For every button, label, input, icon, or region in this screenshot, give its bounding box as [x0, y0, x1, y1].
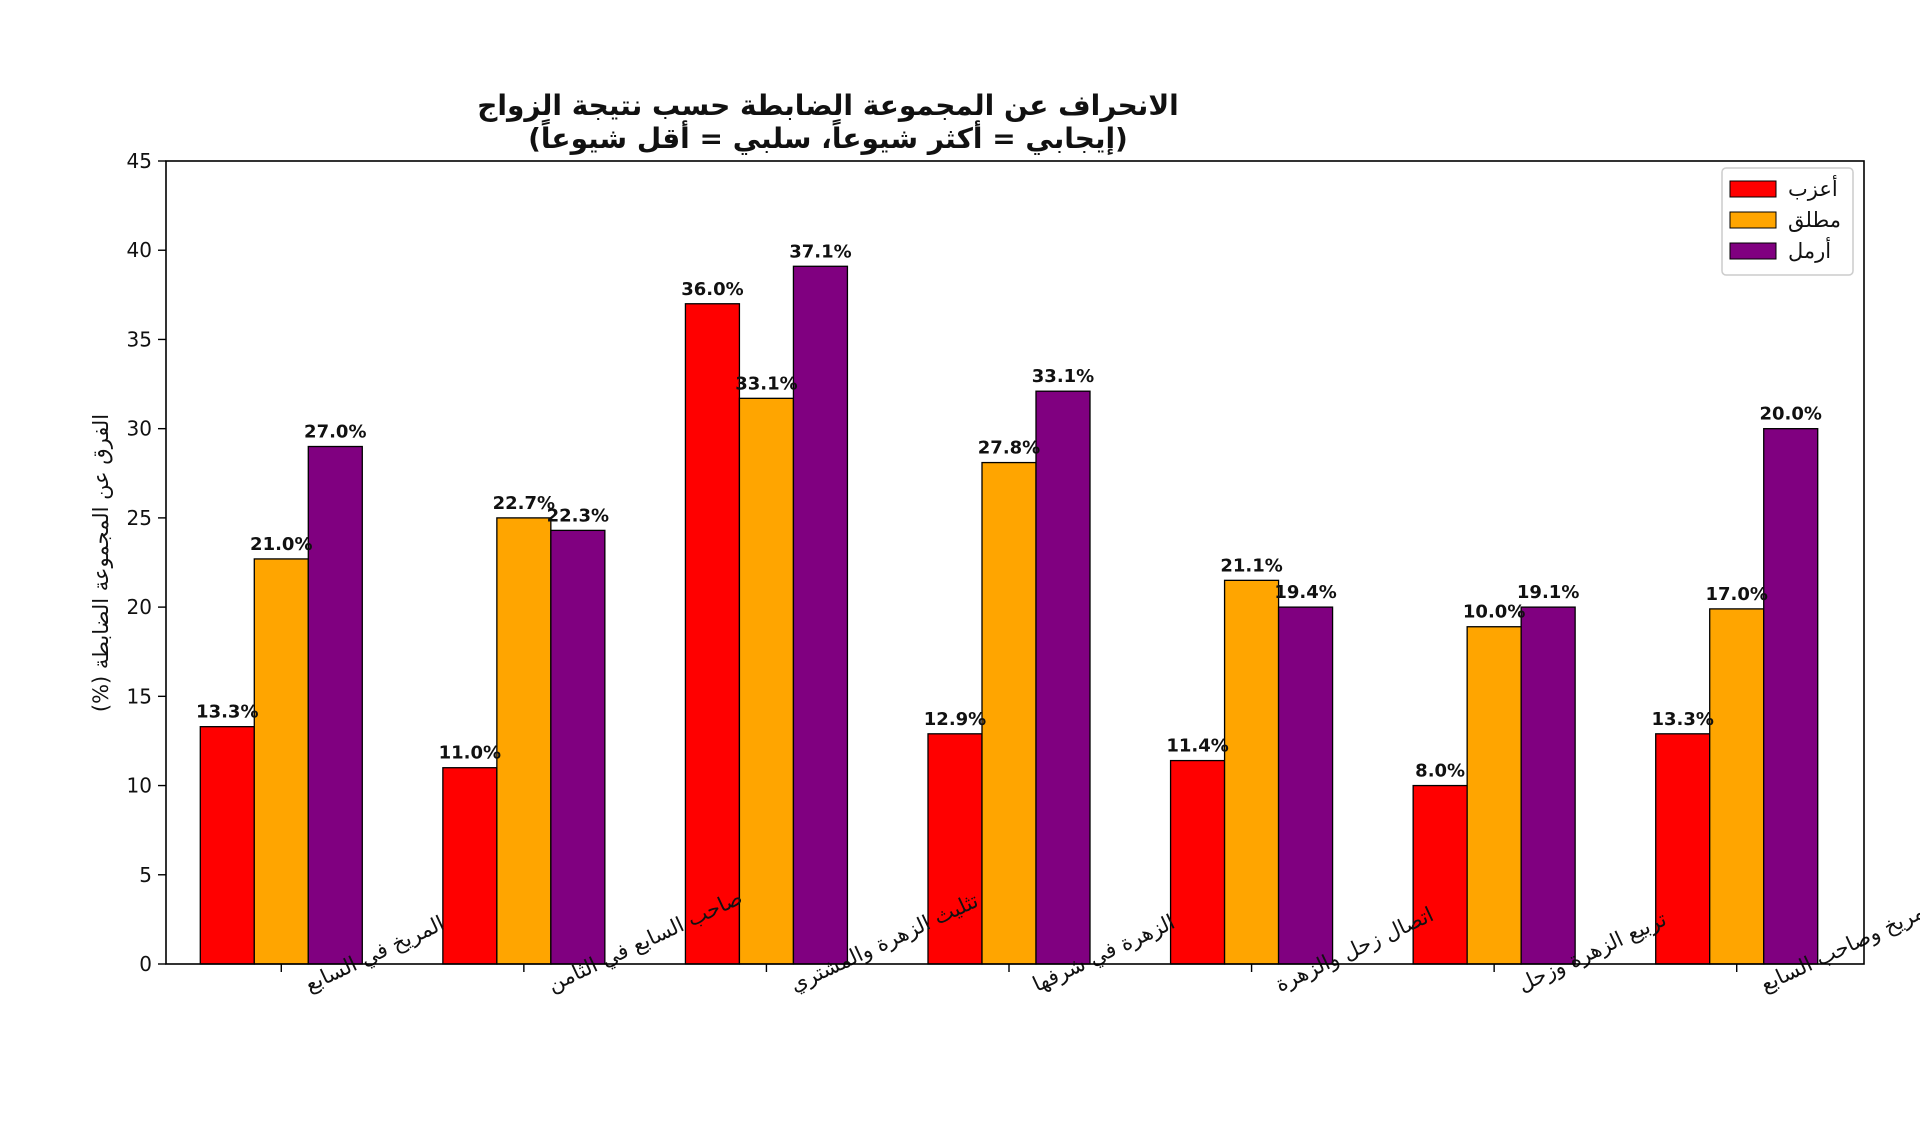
value-labels: 13.3% 21.0% 27.0% 11.0% 22.7%22.3% 36.0% 33.1%…: [196, 241, 1822, 781]
legend-swatch: [1729, 242, 1777, 260]
data-label: 19.1%: [1517, 582, 1579, 603]
bar: [307, 445, 363, 965]
legend-swatch: [1729, 180, 1777, 198]
bar: [550, 529, 606, 965]
data-label: 27.0%: [304, 422, 366, 443]
data-label: 19.4%: [1274, 582, 1336, 603]
data-label: 36.0%: [681, 279, 743, 300]
y-tick-label: 30: [127, 417, 152, 441]
y-tick-label: 45: [127, 149, 152, 173]
y-tick-label: 25: [127, 506, 152, 530]
bar: [1412, 784, 1468, 965]
y-tick-label: 40: [127, 238, 152, 262]
chart-subtitle: (إيجابي = أكثر شيوعاً، سلبي = أقل شيوعاً…: [528, 118, 1128, 156]
bar: [1035, 390, 1091, 965]
data-label: 11.4%: [1166, 736, 1228, 757]
bar: [1223, 579, 1280, 965]
y-tick-label: 15: [127, 684, 152, 708]
bar: [684, 303, 741, 965]
y-axis: 0 5 10 15 20 25 30 35 40 45: [127, 149, 166, 976]
legend-label: أعزب: [1788, 175, 1838, 201]
bar: [496, 517, 552, 965]
data-label: 11.0%: [439, 743, 501, 764]
data-label: 21.1%: [1220, 555, 1282, 576]
y-tick-label: 5: [139, 863, 152, 887]
bar: [1169, 759, 1226, 965]
bar: [1466, 626, 1522, 965]
y-axis-label: الفرق عن المجموعة الضابطة (%): [89, 414, 113, 712]
data-label: 12.9%: [924, 709, 986, 730]
bar: [1763, 428, 1819, 965]
bar: [1655, 733, 1711, 965]
data-label: 33.1%: [1032, 366, 1094, 387]
bar: [1709, 608, 1765, 965]
bar: [1520, 606, 1576, 965]
bar: [442, 767, 498, 965]
chart-title: الانحراف عن المجموعة الضابطة حسب نتيجة ا…: [477, 89, 1179, 123]
data-label: 13.3%: [196, 702, 258, 723]
y-tick-label: 35: [127, 327, 152, 351]
y-tick-label: 10: [127, 774, 152, 798]
data-label: 22.7%: [493, 493, 555, 514]
data-label: 17.0%: [1705, 584, 1767, 605]
y-tick-label: 0: [139, 952, 152, 976]
bar: [738, 397, 795, 965]
bars-group: [199, 265, 1819, 965]
data-label: 22.3%: [547, 505, 609, 526]
y-tick-label: 20: [127, 595, 152, 619]
data-label: 20.0%: [1759, 404, 1821, 425]
bar: [981, 461, 1037, 965]
data-label: 33.1%: [735, 373, 797, 394]
bar: [199, 726, 255, 965]
bar: [253, 558, 309, 965]
legend-label: مطلق: [1788, 208, 1841, 232]
data-label: 27.8%: [978, 438, 1040, 459]
data-label: 37.1%: [789, 241, 851, 262]
data-label: 21.0%: [250, 534, 312, 555]
bar: [792, 265, 849, 965]
data-label: 8.0%: [1415, 761, 1465, 782]
legend-label: أرمل: [1788, 237, 1831, 263]
bar: [1277, 606, 1334, 965]
plot-area-frame: [165, 160, 1865, 965]
data-label: 13.3%: [1651, 709, 1713, 730]
legend: أعزب مطلق أرمل: [1721, 167, 1854, 276]
data-label: 10.0%: [1463, 602, 1525, 623]
legend-swatch: [1729, 211, 1777, 229]
